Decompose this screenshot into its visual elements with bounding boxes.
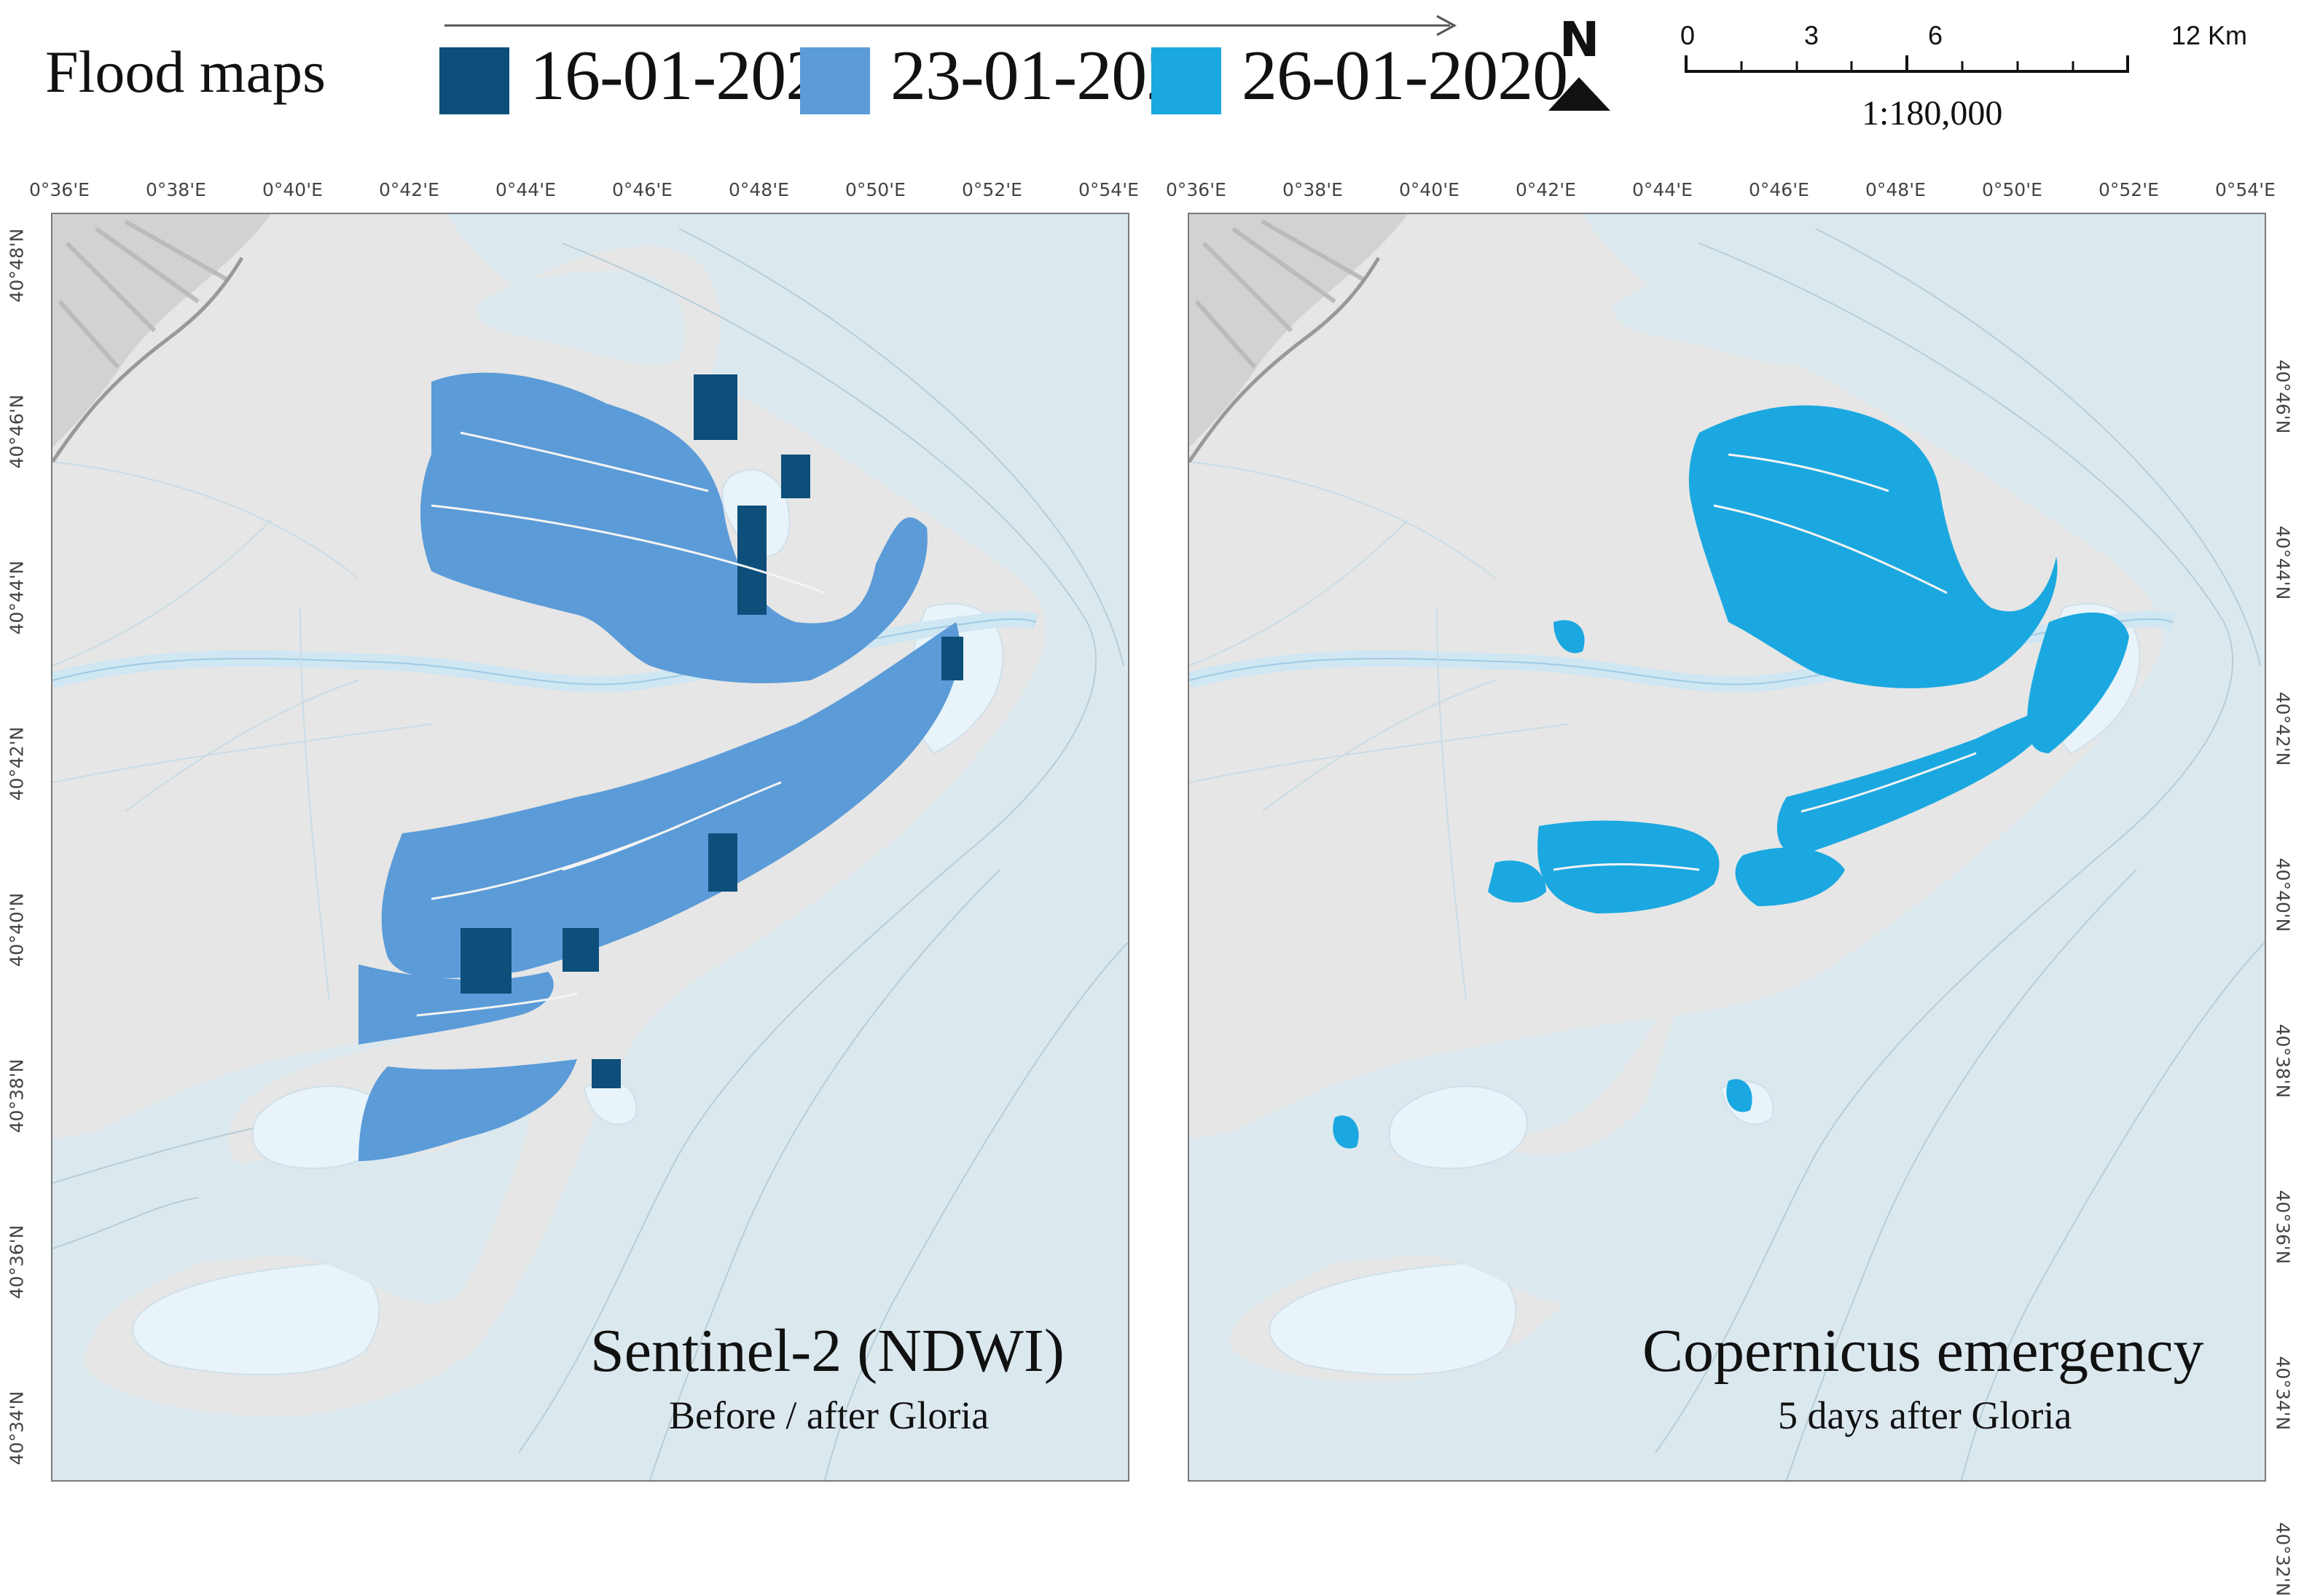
longitude-label: 0°54'E [2215, 179, 2276, 200]
north-arrow-label: N [1559, 12, 1600, 68]
legend-title: Flood maps [45, 39, 326, 105]
legend-label-26-01-2020: 26-01-2020 [1242, 36, 1568, 115]
latitude-label: 40°46'N [6, 394, 28, 469]
longitude-label: 0°52'E [2099, 179, 2159, 200]
legend-swatch-26-01-2020 [1151, 47, 1221, 114]
latitude-label: 40°48'N [6, 228, 28, 303]
longitude-label: 0°50'E [845, 179, 906, 200]
latitude-label: 40°34'N [6, 1391, 28, 1466]
scale-tick-0: 0 [1680, 20, 1696, 50]
longitude-label: 0°48'E [729, 179, 789, 200]
longitude-label: 0°50'E [1982, 179, 2042, 200]
latitude-label: 40°36'N [6, 1224, 28, 1300]
legend-swatch-16-01-2020 [439, 47, 509, 114]
longitude-label: 0°46'E [1749, 179, 1809, 200]
longitude-label: 0°38'E [1282, 179, 1343, 200]
latitude-label: 40°36'N [2272, 1190, 2294, 1265]
flood-fields-23-01 [358, 372, 960, 1161]
scale-bar [1685, 55, 2129, 73]
latitude-label: 40°38'N [6, 1058, 28, 1133]
longitude-label: 0°40'E [262, 179, 323, 200]
longitude-label: 0°54'E [1078, 179, 1139, 200]
flood-fields-16-01 [461, 374, 963, 1088]
latitude-label: 40°38'N [2272, 1023, 2294, 1098]
latitude-label: 40°42'N [2272, 691, 2294, 766]
time-arrow-icon [444, 15, 1457, 36]
longitude-label: 0°36'E [29, 179, 90, 200]
latitude-label: 40°44'N [6, 560, 28, 635]
longitude-label: 0°36'E [1166, 179, 1226, 200]
map-copernicus [1189, 214, 2265, 1480]
scale-tick-6: 6 [1928, 20, 1943, 50]
longitude-label: 0°42'E [379, 179, 439, 200]
panel-title-copernicus: Copernicus emergency [1642, 1317, 2204, 1385]
panel-title-sentinel: Sentinel-2 (NDWI) [590, 1317, 1065, 1385]
panel-subtitle-sentinel: Before / after Gloria [669, 1393, 990, 1437]
legend-swatch-23-01-2020 [800, 47, 870, 114]
north-arrow-icon [1548, 77, 1610, 111]
longitude-label: 0°52'E [962, 179, 1022, 200]
latitude-label: 40°32'N [2272, 1522, 2294, 1596]
longitude-label: 0°40'E [1399, 179, 1459, 200]
scale-tick-12km: 12 Km [2171, 20, 2248, 50]
scale-tick-3: 3 [1804, 20, 1819, 50]
longitude-label: 0°48'E [1865, 179, 1926, 200]
panel-subtitle-copernicus: 5 days after Gloria [1778, 1393, 2072, 1437]
latitude-label: 40°40'N [6, 892, 28, 967]
latitude-label: 40°34'N [2272, 1356, 2294, 1431]
latitude-label: 40°44'N [2272, 525, 2294, 600]
longitude-label: 0°38'E [146, 179, 206, 200]
flood-fields-26-01 [1333, 405, 2129, 1149]
map-panel-copernicus: Copernicus emergency 5 days after Gloria [1188, 213, 2266, 1482]
scale-ratio: 1:180,000 [1862, 94, 2003, 133]
latitude-label: 40°40'N [2272, 857, 2294, 932]
longitude-label: 0°42'E [1516, 179, 1576, 200]
longitude-label: 0°44'E [1632, 179, 1693, 200]
latitude-label: 40°42'N [6, 726, 28, 801]
map-panel-sentinel: Sentinel-2 (NDWI) Before / after Gloria [51, 213, 1129, 1482]
latitude-label: 40°46'N [2272, 359, 2294, 434]
longitude-label: 0°46'E [612, 179, 673, 200]
longitude-label: 0°44'E [495, 179, 556, 200]
map-sentinel [52, 214, 1128, 1480]
